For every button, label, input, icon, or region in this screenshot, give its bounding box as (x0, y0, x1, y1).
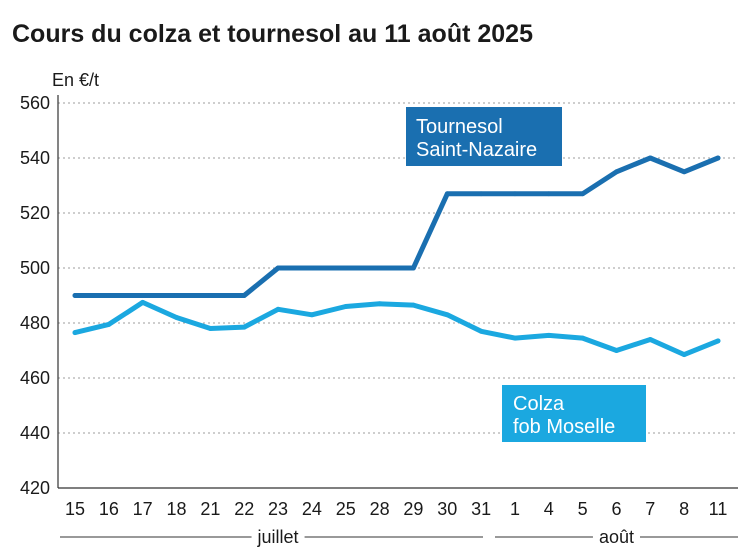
data-point-series-0-1 (106, 293, 112, 298)
data-point-series-0-16 (614, 169, 619, 175)
data-point-series-1-12 (478, 328, 484, 334)
x-tick-label-11: 11 (709, 499, 728, 519)
y-tick-label-540: 540 (20, 148, 50, 168)
x-tick-label-21: 21 (200, 499, 220, 519)
legend-label-1-1: fob Moselle (513, 416, 615, 438)
x-tick-label-7: 7 (645, 499, 655, 519)
data-point-series-1-11 (444, 312, 450, 318)
x-tick-label-25: 25 (336, 499, 356, 519)
data-point-series-1-4 (207, 326, 213, 331)
data-point-series-1-3 (174, 315, 179, 320)
legend-label-0-0: Tournesol (416, 116, 503, 138)
y-tick-label-480: 480 (20, 313, 50, 333)
x-tick-label-22: 22 (234, 499, 254, 519)
series-lines (72, 155, 721, 358)
x-tick-label-4: 4 (544, 499, 554, 519)
data-point-series-1-1 (106, 321, 112, 327)
x-tick-label-24: 24 (302, 499, 322, 519)
x-tick-label-16: 16 (99, 499, 119, 519)
x-tick-label-15: 15 (65, 499, 85, 519)
data-point-series-1-13 (512, 335, 518, 341)
x-tick-label-28: 28 (370, 499, 390, 519)
data-point-series-0-10 (411, 265, 416, 271)
data-point-series-0-6 (275, 265, 281, 271)
x-tick-label-5: 5 (578, 499, 588, 519)
data-point-series-0-17 (647, 155, 653, 161)
y-tick-label-500: 500 (20, 258, 50, 278)
data-point-series-0-4 (207, 293, 213, 298)
data-point-series-1-16 (614, 348, 619, 353)
chart-title: Cours du colza et tournesol au 11 août 2… (12, 20, 533, 48)
series-line-1 (72, 299, 721, 358)
data-point-series-1-14 (546, 332, 552, 338)
x-tick-label-8: 8 (679, 499, 689, 519)
x-tick-label-23: 23 (268, 499, 288, 519)
data-point-series-1-9 (377, 301, 382, 307)
data-point-series-0-18 (681, 169, 687, 175)
legend-label-1-0: Colza (513, 393, 565, 415)
data-point-series-1-10 (411, 302, 416, 308)
x-tick-label-17: 17 (133, 499, 153, 519)
month-label-août: août (599, 527, 634, 547)
month-label-juillet: juillet (257, 527, 299, 547)
x-tick-label-30: 30 (437, 499, 457, 519)
data-point-series-1-2 (140, 299, 146, 305)
data-point-series-1-8 (343, 304, 349, 309)
x-tick-label-29: 29 (403, 499, 423, 519)
data-point-series-0-14 (546, 191, 552, 197)
data-point-series-0-11 (444, 191, 450, 197)
data-point-series-0-3 (174, 293, 179, 298)
data-point-series-0-9 (377, 265, 382, 271)
x-tick-label-18: 18 (167, 499, 187, 519)
x-tick-label-31: 31 (471, 499, 491, 519)
data-point-series-1-18 (681, 352, 687, 358)
data-point-series-0-2 (140, 293, 146, 298)
x-axis-labels: 15 16 17 18 21 22 23 24 25 28 29 30 31 1 4 5 6 7 8 11 (65, 499, 727, 519)
data-point-series-0-15 (580, 191, 586, 197)
data-point-series-0-13 (512, 191, 518, 197)
y-tick-label-440: 440 (20, 423, 50, 443)
data-point-series-0-0 (72, 293, 78, 298)
x-tick-label-6: 6 (611, 499, 621, 519)
data-point-series-1-17 (647, 337, 653, 342)
data-point-series-1-15 (580, 335, 586, 341)
data-point-series-1-0 (72, 330, 78, 336)
data-point-series-0-7 (309, 265, 315, 271)
legend-label-0-1: Saint-Nazaire (416, 139, 537, 161)
legend-box-1 (502, 385, 646, 442)
y-axis-unit-label: En €/t (52, 70, 99, 90)
x-tick-label-1: 1 (510, 499, 520, 519)
y-tick-label-520: 520 (20, 203, 50, 223)
data-point-series-0-19 (715, 155, 721, 161)
y-tick-label-420: 420 (20, 478, 50, 498)
data-point-series-1-6 (275, 306, 281, 312)
month-groups: juillet août (60, 527, 738, 547)
data-point-series-1-19 (715, 338, 721, 344)
series-line-0 (72, 155, 721, 298)
axes (57, 95, 738, 489)
data-point-series-0-12 (478, 191, 484, 197)
data-point-series-0-8 (343, 265, 349, 271)
data-point-series-1-5 (241, 324, 247, 330)
data-point-series-1-7 (309, 312, 315, 318)
legend-box-0 (406, 107, 562, 166)
y-tick-label-560: 560 (20, 93, 50, 113)
y-tick-label-460: 460 (20, 368, 50, 388)
data-point-series-0-5 (241, 293, 247, 298)
